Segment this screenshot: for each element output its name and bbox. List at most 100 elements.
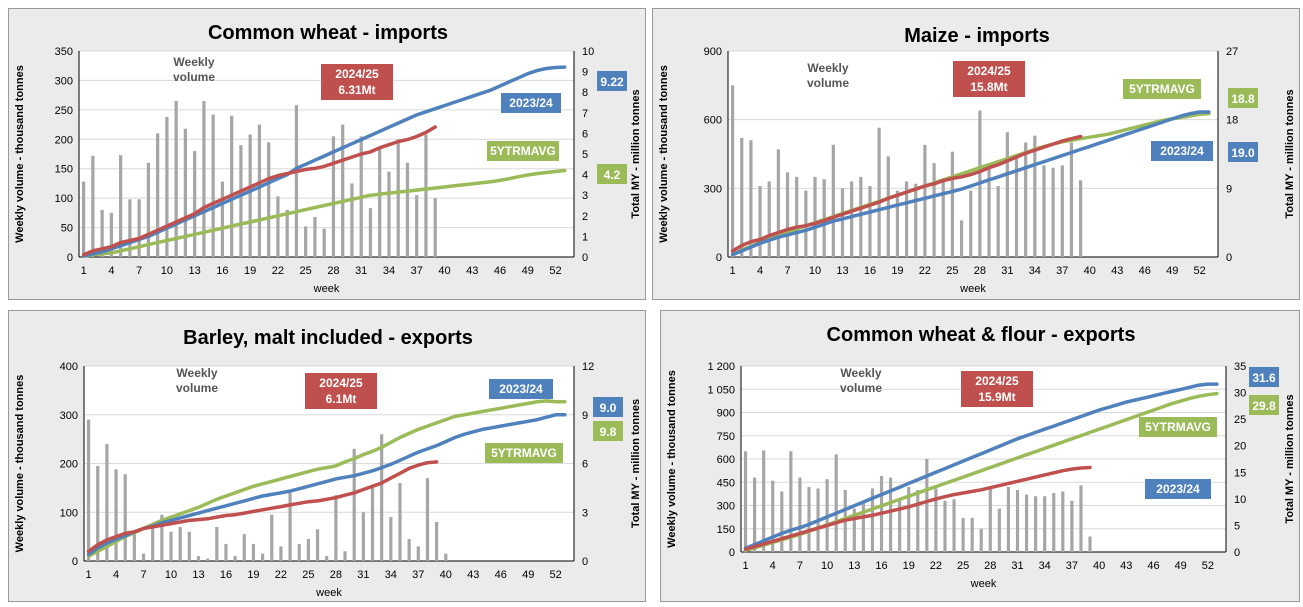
- chart-svg: Maize - imports 0 300 600 900 0 9 18 27 1 4 7 10 13 16…: [658, 25, 1296, 295]
- x-tick-label: 19: [891, 265, 903, 277]
- series-label-box-previous: [489, 379, 553, 399]
- weekly-volume-bar: [877, 127, 881, 257]
- y2-tick-label: 27: [1226, 46, 1238, 58]
- series-label-box-previous: [1151, 141, 1213, 161]
- y2-axis-title: Total MY - million tonnes: [630, 89, 642, 218]
- weekly-volume-bar: [804, 190, 808, 257]
- chart-panel-common-wheat-imports: Common wheat - imports 0 50 100 150 200 250 300…: [8, 8, 646, 300]
- weekly-volume-bar: [895, 190, 900, 257]
- x-tick-label: 52: [550, 569, 562, 581]
- x-tick-label: 52: [1194, 265, 1206, 277]
- x-tick-label: 49: [522, 265, 534, 277]
- x-tick-label: 43: [466, 265, 478, 277]
- y2-tick-label: 0: [1234, 547, 1240, 559]
- y-tick-label: 0: [729, 547, 735, 559]
- weekly-volume-bar: [325, 556, 329, 561]
- weekly-volume-bar: [248, 134, 252, 257]
- end-value-label: 9.8: [600, 425, 617, 439]
- y2-tick-label: 4: [582, 170, 588, 182]
- x-tick-label: 4: [108, 265, 114, 277]
- y2-axis-title: Total MY - million tonnes: [1284, 394, 1296, 523]
- weekly-volume-bar: [934, 488, 938, 552]
- weekly-volume-bar: [1088, 536, 1092, 552]
- series-label-text: 5YTRMAVG: [1129, 82, 1195, 96]
- weekly-volume-bar: [852, 508, 856, 552]
- y-tick-label: 150: [55, 164, 73, 176]
- weekly-volume-bar: [119, 155, 123, 257]
- x-tick-label: 19: [244, 265, 256, 277]
- chart-title: Common wheat - imports: [208, 22, 448, 44]
- y2-tick-label: 5: [582, 149, 588, 161]
- series-label-text: 2023/24: [1156, 482, 1200, 496]
- series-label-box-current: [321, 64, 393, 100]
- end-value-box-previous: [1228, 142, 1258, 162]
- y-tick-label: 300: [55, 75, 73, 87]
- series-label-box-avg: [1123, 79, 1201, 99]
- series-label-box-avg: [1139, 417, 1217, 437]
- series-label-text: 15.8Mt: [970, 80, 1007, 94]
- x-axis-title: week: [313, 283, 340, 295]
- weekly-volume-bar: [1043, 496, 1047, 552]
- chart-svg: Common wheat & flour - exports0150300450…: [666, 324, 1296, 590]
- x-tick-label: 52: [549, 265, 561, 277]
- weekly-volume-bar: [762, 450, 766, 552]
- y2-tick-label: 9: [582, 67, 588, 79]
- series-label-text: 6.31Mt: [338, 83, 375, 97]
- end-value-box-avg: [597, 164, 627, 184]
- x-tick-label: 28: [327, 265, 339, 277]
- x-tick-label: 25: [302, 569, 314, 581]
- weekly-volume-bar: [1069, 142, 1074, 257]
- x-tick-label: 16: [864, 265, 876, 277]
- series-label-text: 2023/24: [1160, 144, 1204, 158]
- x-tick-label: 19: [247, 569, 259, 581]
- weekly-volume-bar: [807, 486, 811, 552]
- weekly-volume-bar: [785, 172, 790, 257]
- x-tick-label: 13: [192, 569, 204, 581]
- x-tick-label: 28: [330, 569, 342, 581]
- weekly-volume-bar: [740, 137, 744, 257]
- series-label-box-current: [961, 371, 1033, 407]
- weekly-volume-bar: [251, 543, 256, 561]
- y2-tick-label: 20: [1234, 441, 1246, 453]
- x-axis-title: week: [959, 283, 986, 295]
- x-tick-label: 31: [357, 569, 369, 581]
- x-tick-label: 43: [467, 569, 479, 581]
- weekly-volume-bar: [313, 216, 317, 257]
- x-tick-label: 37: [1066, 560, 1078, 572]
- y-tick-label: 150: [717, 524, 735, 536]
- weekly-volume-note: volume: [807, 76, 849, 90]
- weekly-volume-bar: [776, 149, 780, 257]
- y2-tick-label: 12: [582, 361, 594, 373]
- x-tick-label: 13: [836, 265, 848, 277]
- weekly-volume-bar: [196, 556, 201, 561]
- end-value-label: 31.6: [1252, 371, 1276, 385]
- x-tick-label: 49: [1175, 560, 1187, 572]
- x-axis-title: week: [315, 587, 342, 599]
- y2-tick-label: 0: [582, 556, 588, 568]
- weekly-volume-bar: [1079, 485, 1083, 552]
- x-tick-label: 40: [440, 569, 452, 581]
- weekly-volume-bar: [861, 500, 865, 552]
- weekly-volume-bar: [86, 419, 91, 561]
- weekly-volume-bar: [294, 105, 299, 257]
- x-tick-label: 46: [494, 265, 506, 277]
- y2-tick-label: 10: [1234, 494, 1246, 506]
- weekly-volume-note: Weekly: [173, 55, 214, 69]
- x-tick-label: 40: [1084, 265, 1096, 277]
- x-tick-label: 4: [757, 265, 763, 277]
- end-value-box-previous: [1249, 367, 1279, 387]
- weekly-volume-bar: [798, 477, 802, 552]
- x-tick-label: 34: [1029, 265, 1041, 277]
- y-tick-label: 0: [67, 252, 73, 264]
- weekly-volume-bar: [1015, 490, 1020, 552]
- series-label-text: 5YTRMAVG: [491, 446, 557, 460]
- x-tick-label: 46: [495, 569, 507, 581]
- weekly-volume-bar: [352, 448, 356, 561]
- x-tick-label: 25: [946, 265, 958, 277]
- series-line-avg: [81, 168, 567, 258]
- chart-title: Maize - imports: [904, 25, 1050, 47]
- y2-tick-label: 9: [582, 410, 588, 422]
- series-label-text: 6.1Mt: [326, 392, 357, 406]
- y-tick-label: 1 050: [707, 384, 735, 396]
- x-tick-label: 4: [770, 560, 776, 572]
